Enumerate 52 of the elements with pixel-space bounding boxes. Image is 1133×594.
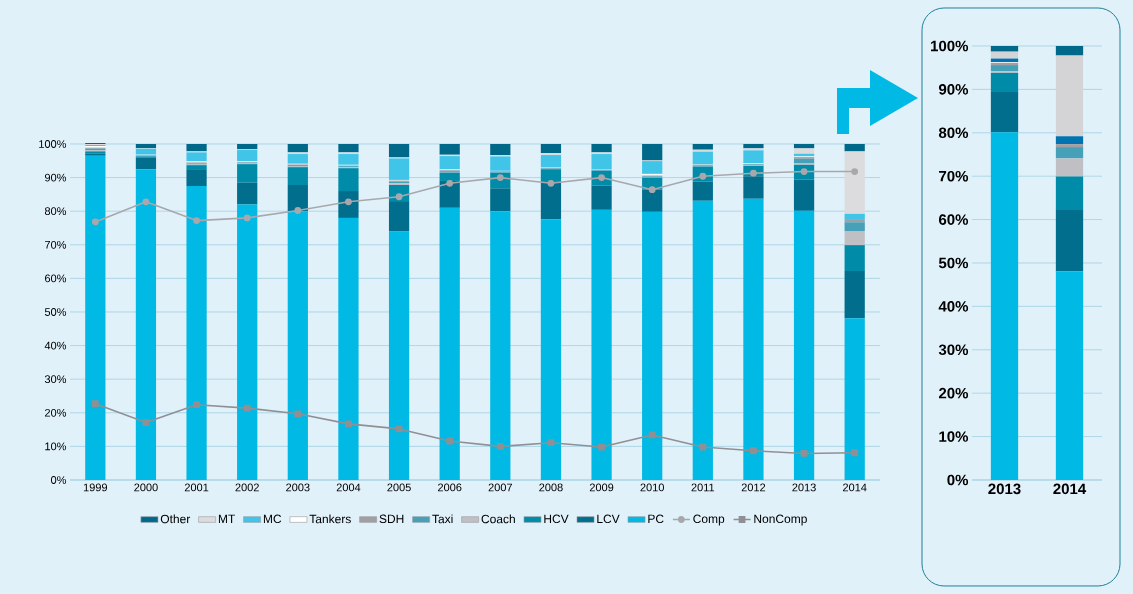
x-tick-label: 2013 — [792, 483, 816, 492]
legend-label: NonComp — [754, 514, 807, 526]
y-tick-label: 90% — [44, 173, 67, 182]
x-tick-label: 2009 — [589, 483, 614, 492]
legend-label: Coach — [481, 514, 515, 524]
y-tick-label: 80% — [44, 207, 67, 216]
legend-label: Other — [160, 514, 191, 524]
legend-label: Taxi — [432, 514, 453, 524]
legend-label: Comp — [693, 514, 725, 526]
x-tick-label: 2012 — [741, 483, 766, 492]
x-tick-label: 2007 — [488, 483, 512, 492]
y-tick-label: 40% — [938, 301, 969, 312]
y-tick-label: 70% — [939, 170, 969, 182]
y-tick-label: 0% — [947, 474, 969, 486]
y-tick-label: 20% — [938, 387, 969, 399]
legend-label: SDH — [379, 514, 404, 524]
x-tick-label: 2014 — [843, 483, 867, 492]
x-tick-label: 2004 — [336, 483, 361, 492]
y-tick-label: 30% — [44, 375, 67, 384]
y-tick-label: 0% — [51, 476, 67, 484]
legend-label: HCV — [544, 514, 569, 524]
y-tick-label: 60% — [45, 274, 67, 283]
x-tick-label: 2013 — [988, 483, 1021, 495]
x-tick-label: 2011 — [691, 483, 715, 492]
legend-label: LCV — [597, 514, 620, 524]
y-tick-label: 60% — [938, 214, 969, 225]
legend-label: MC — [263, 514, 282, 524]
legend-label: MT — [218, 514, 235, 523]
x-tick-label: 2003 — [286, 483, 310, 492]
y-tick-label: 30% — [938, 344, 969, 356]
y-tick-label: 80% — [938, 127, 969, 139]
y-tick-label: 70% — [45, 240, 67, 249]
x-tick-label: 2002 — [235, 483, 259, 492]
x-tick-label: 2001 — [184, 483, 209, 492]
y-tick-label: 50% — [44, 308, 67, 316]
x-tick-label: 2005 — [387, 483, 411, 492]
y-tick-label: 50% — [938, 257, 969, 269]
y-tick-label: 40% — [44, 341, 67, 350]
y-tick-label: 10% — [45, 442, 67, 451]
legend-label: Tankers — [309, 514, 351, 524]
x-tick-label: 2006 — [438, 483, 462, 492]
y-tick-label: 20% — [45, 408, 67, 417]
y-tick-label: 100% — [931, 40, 969, 52]
x-tick-label: 1999 — [83, 483, 108, 492]
x-tick-label: 2008 — [539, 483, 563, 492]
x-tick-label: 2010 — [640, 483, 664, 492]
legend-label: PC — [648, 514, 664, 524]
x-tick-label: 2014 — [1053, 483, 1087, 495]
y-tick-label: 10% — [939, 431, 969, 442]
y-tick-label: 100% — [39, 140, 67, 148]
y-tick-label: 90% — [938, 84, 969, 95]
x-tick-label: 2000 — [134, 483, 158, 492]
